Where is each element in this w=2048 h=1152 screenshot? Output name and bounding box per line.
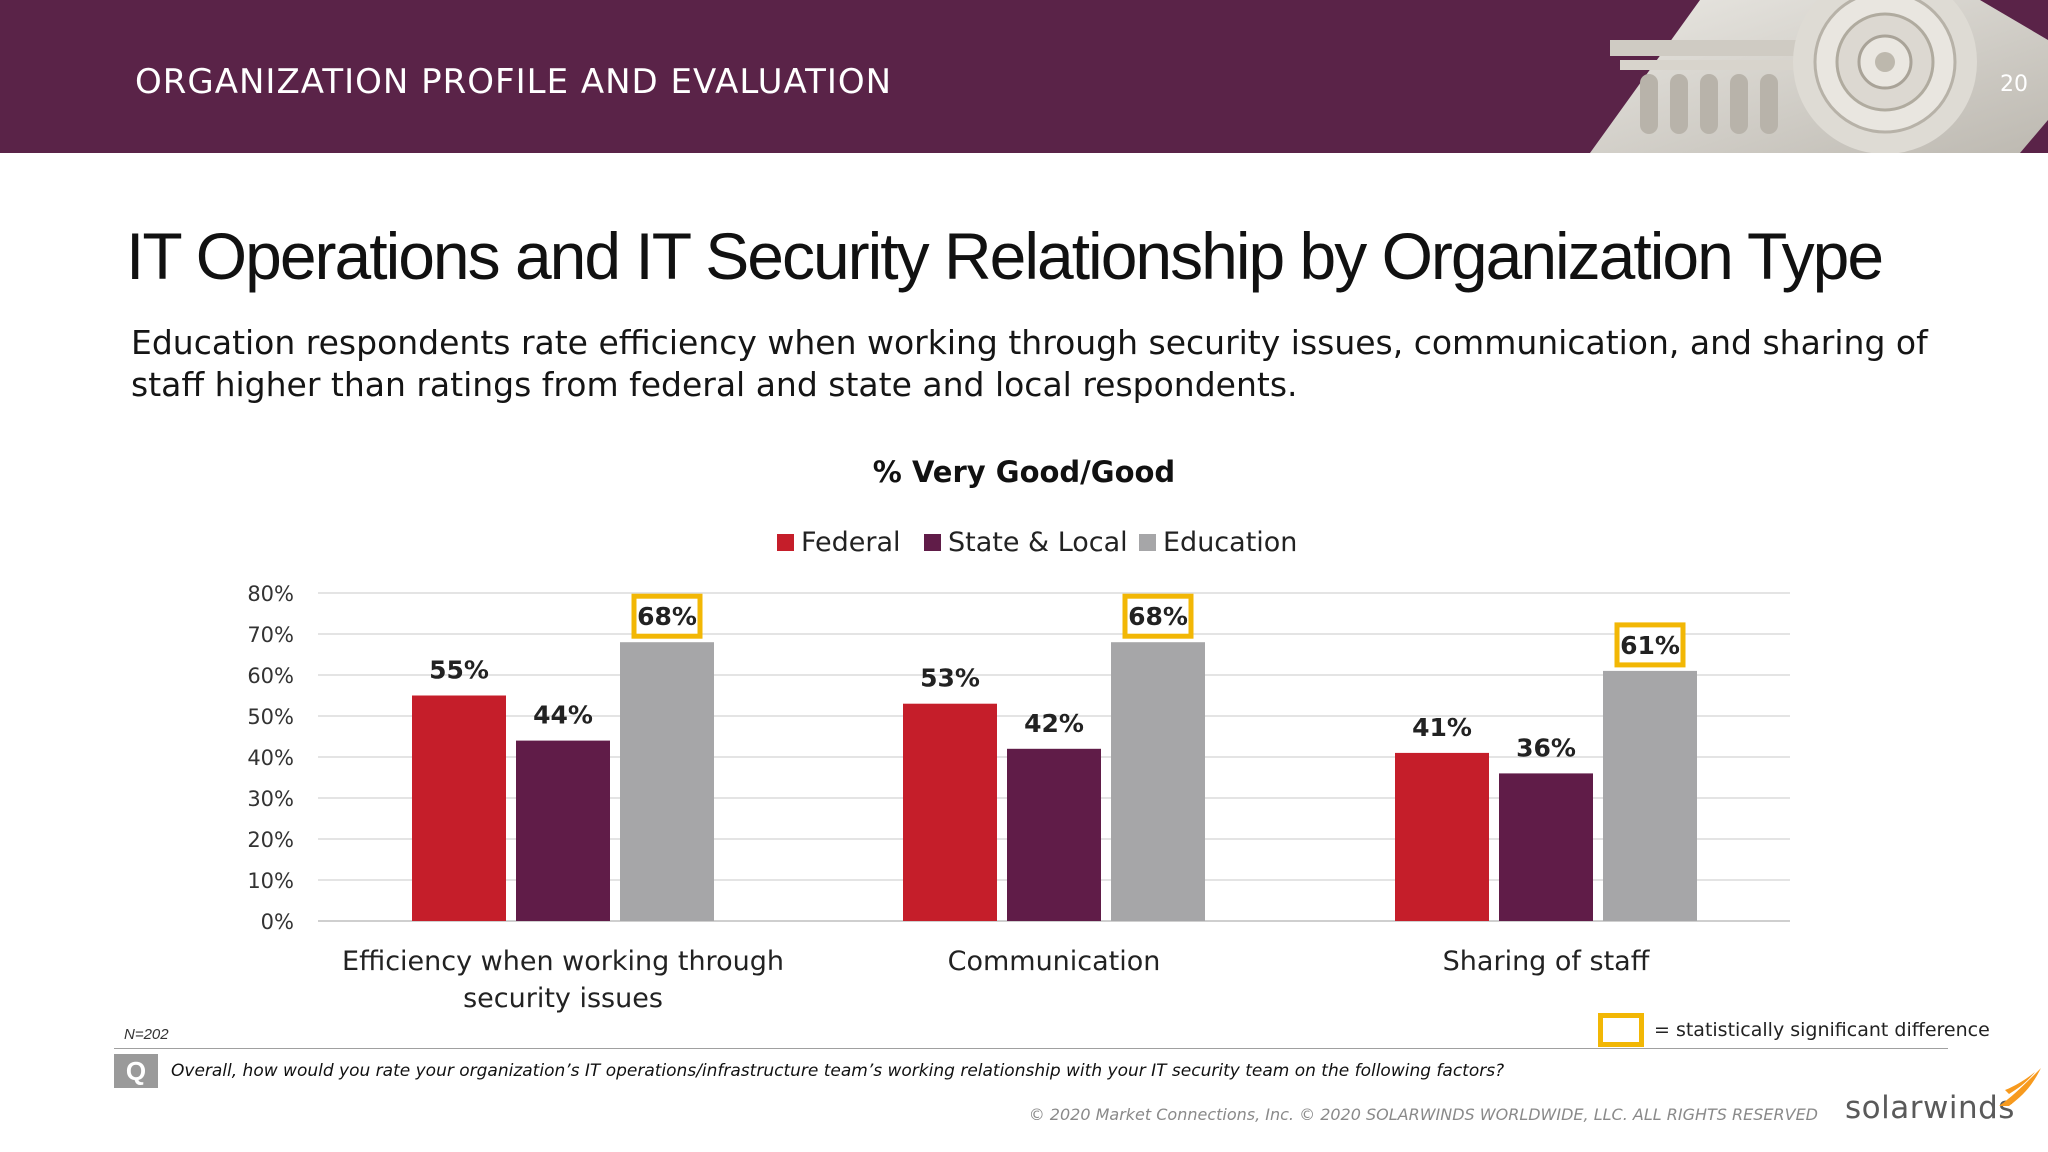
footer-divider bbox=[114, 1048, 1948, 1049]
question-badge-icon: Q bbox=[114, 1054, 158, 1088]
legend-label-1: Federal bbox=[801, 527, 901, 558]
significance-box-icon bbox=[1598, 1013, 1644, 1047]
significance-box bbox=[1122, 593, 1194, 639]
bar-2-1 bbox=[516, 740, 610, 921]
y-tick-label: 0% bbox=[261, 910, 294, 934]
legend-label-3: Education bbox=[1163, 527, 1297, 558]
data-label: 61% bbox=[1620, 631, 1680, 660]
y-tick-label: 80% bbox=[247, 582, 294, 606]
y-tick-label: 20% bbox=[247, 828, 294, 852]
data-label: 41% bbox=[1412, 713, 1472, 742]
page-title: IT Operations and IT Security Relationsh… bbox=[126, 219, 1884, 293]
solarwinds-logo: solarwinds bbox=[1845, 1068, 2041, 1130]
bar-chart: % Very Good/Good Federal State & Local Educ… bbox=[0, 455, 2048, 1015]
category-label-2: Communication bbox=[948, 946, 1161, 977]
page-subtitle: Education respondents rate efficiency wh… bbox=[131, 323, 1928, 404]
section-title: ORGANIZATION PROFILE AND EVALUATION bbox=[135, 62, 893, 102]
data-label: 36% bbox=[1516, 733, 1576, 762]
copyright-text: © 2020 Market Connections, Inc. © 2020 S… bbox=[1028, 1105, 1818, 1124]
legend-swatch-3 bbox=[1139, 534, 1156, 551]
chart-canvas: % Very Good/Good Federal State & Local Educ… bbox=[247, 455, 1790, 1014]
legend-swatch-1 bbox=[777, 534, 794, 551]
data-label: 68% bbox=[637, 602, 697, 631]
y-tick-label: 10% bbox=[247, 869, 294, 893]
page-number: 20 bbox=[2000, 72, 2028, 97]
bar-2-3 bbox=[1499, 773, 1593, 921]
bar-1-2 bbox=[903, 703, 997, 921]
significance-note: = statistically significant difference bbox=[1654, 1019, 1990, 1041]
legend-swatch-2 bbox=[924, 534, 941, 551]
y-tick-label: 60% bbox=[247, 664, 294, 688]
data-label: 44% bbox=[533, 701, 593, 730]
data-label: 53% bbox=[920, 664, 980, 693]
chart-title: % Very Good/Good bbox=[873, 455, 1175, 489]
ionic-column-image bbox=[1590, 0, 2048, 153]
data-label: 55% bbox=[429, 656, 489, 685]
sample-size-note: N=202 bbox=[124, 1026, 169, 1043]
bar-3-3 bbox=[1603, 670, 1697, 921]
bar-1-3 bbox=[1395, 752, 1489, 921]
data-label: 42% bbox=[1024, 709, 1084, 738]
y-tick-label: 50% bbox=[247, 705, 294, 729]
y-tick-label: 30% bbox=[247, 787, 294, 811]
bar-3-1 bbox=[620, 642, 714, 921]
brand-name: solarwinds bbox=[1845, 1090, 2015, 1126]
category-label-1: Efficiency when working through bbox=[342, 946, 784, 977]
header-bar: ORGANIZATION PROFILE AND EVALUATION 20 bbox=[0, 0, 2048, 153]
category-label-1: security issues bbox=[463, 983, 663, 1014]
significance-box bbox=[1614, 622, 1686, 668]
bar-2-2 bbox=[1007, 748, 1101, 921]
data-label: 68% bbox=[1128, 602, 1188, 631]
y-tick-label: 40% bbox=[247, 746, 294, 770]
category-label-3: Sharing of staff bbox=[1443, 946, 1651, 977]
y-tick-label: 70% bbox=[247, 623, 294, 647]
bar-3-2 bbox=[1111, 642, 1205, 921]
brand-flame-icon bbox=[1999, 1068, 2041, 1106]
legend-label-2: State & Local bbox=[948, 527, 1128, 558]
significance-box bbox=[631, 593, 703, 639]
survey-question: Overall, how would you rate your organiz… bbox=[171, 1061, 1505, 1081]
bar-1-1 bbox=[412, 695, 506, 921]
significance-legend: = statistically significant difference bbox=[1598, 1013, 1990, 1047]
